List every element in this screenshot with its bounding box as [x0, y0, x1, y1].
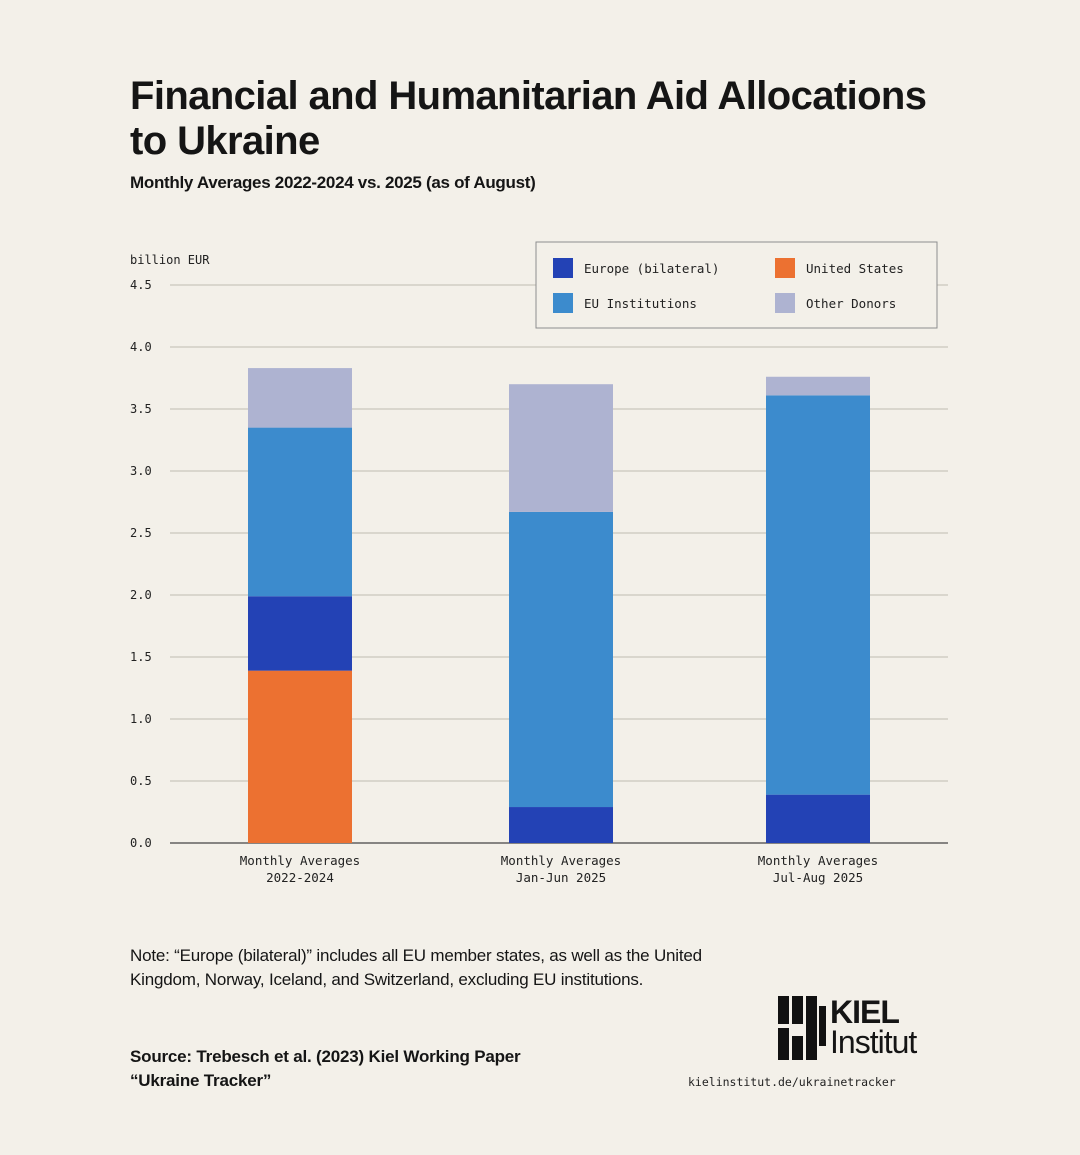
chart-title: Financial and Humanitarian Aid Allocatio…: [130, 74, 927, 163]
chart-note: Note: “Europe (bilateral)” includes all …: [130, 946, 702, 989]
chart-subtitle: Monthly Averages 2022-2024 vs. 2025 (as …: [130, 173, 536, 192]
x-tick-label: Monthly Averages: [501, 853, 621, 868]
legend-label: Other Donors: [806, 296, 896, 311]
bar-segment-other-donors: [248, 368, 352, 428]
bar-segment-europe-bilateral: [248, 596, 352, 671]
legend-swatch-other-donors: [775, 293, 795, 313]
logo-wordmark-line2: Institut: [830, 1024, 917, 1060]
bar-segment-eu-institutions: [766, 395, 870, 795]
legend-swatch-europe-bilateral: [553, 258, 573, 278]
x-tick-label: Monthly Averages: [240, 853, 360, 868]
bar-segment-eu-institutions: [509, 511, 613, 808]
legend-label: EU Institutions: [584, 296, 697, 311]
x-tick-label: Jul-Aug 2025: [773, 870, 863, 885]
legend-label: Europe (bilateral): [584, 261, 719, 276]
y-tick-label: 0.5: [130, 774, 152, 788]
chart-source: Source: Trebesch et al. (2023) Kiel Work…: [130, 1047, 521, 1090]
y-tick-label: 0.0: [130, 836, 152, 850]
y-tick-label: 3.0: [130, 464, 152, 478]
y-tick-label: 2.5: [130, 526, 152, 540]
stacked-bar-chart: billion EUR 0.0 0.5 1.0 1.5 2.0 2.5 3.0 3.5 4.0 4.…: [130, 241, 948, 885]
y-axis-label: billion EUR: [130, 253, 210, 267]
bar-segment-other-donors: [509, 384, 613, 512]
y-tick-label: 4.0: [130, 340, 152, 354]
kiel-logo-mark-icon: [778, 996, 826, 1060]
bar-segment-other-donors: [766, 376, 870, 396]
bar-segment-eu-institutions: [248, 427, 352, 597]
y-tick-label: 1.5: [130, 650, 152, 664]
x-tick-label: Monthly Averages: [758, 853, 878, 868]
bar-segment-united-states: [248, 670, 352, 843]
y-tick-label: 3.5: [130, 402, 152, 416]
y-tick-label: 2.0: [130, 588, 152, 602]
legend-box: [535, 241, 938, 329]
logo-wordmark-line1: KIEL: [830, 994, 900, 1030]
x-tick-label: 2022-2024: [266, 870, 334, 885]
source-url: kielinstitut.de/ukrainetracker: [688, 1075, 896, 1089]
y-tick-label: 1.0: [130, 712, 152, 726]
y-tick-label: 4.5: [130, 278, 152, 292]
legend-swatch-eu-institutions: [553, 293, 573, 313]
legend-swatch-united-states: [775, 258, 795, 278]
bar-segment-europe-bilateral: [766, 794, 870, 843]
x-tick-label: Jan-Jun 2025: [516, 870, 606, 885]
kiel-institut-logo: KIEL Institut: [778, 996, 953, 1062]
legend-label: United States: [806, 261, 904, 276]
bar-segment-europe-bilateral: [509, 807, 613, 843]
